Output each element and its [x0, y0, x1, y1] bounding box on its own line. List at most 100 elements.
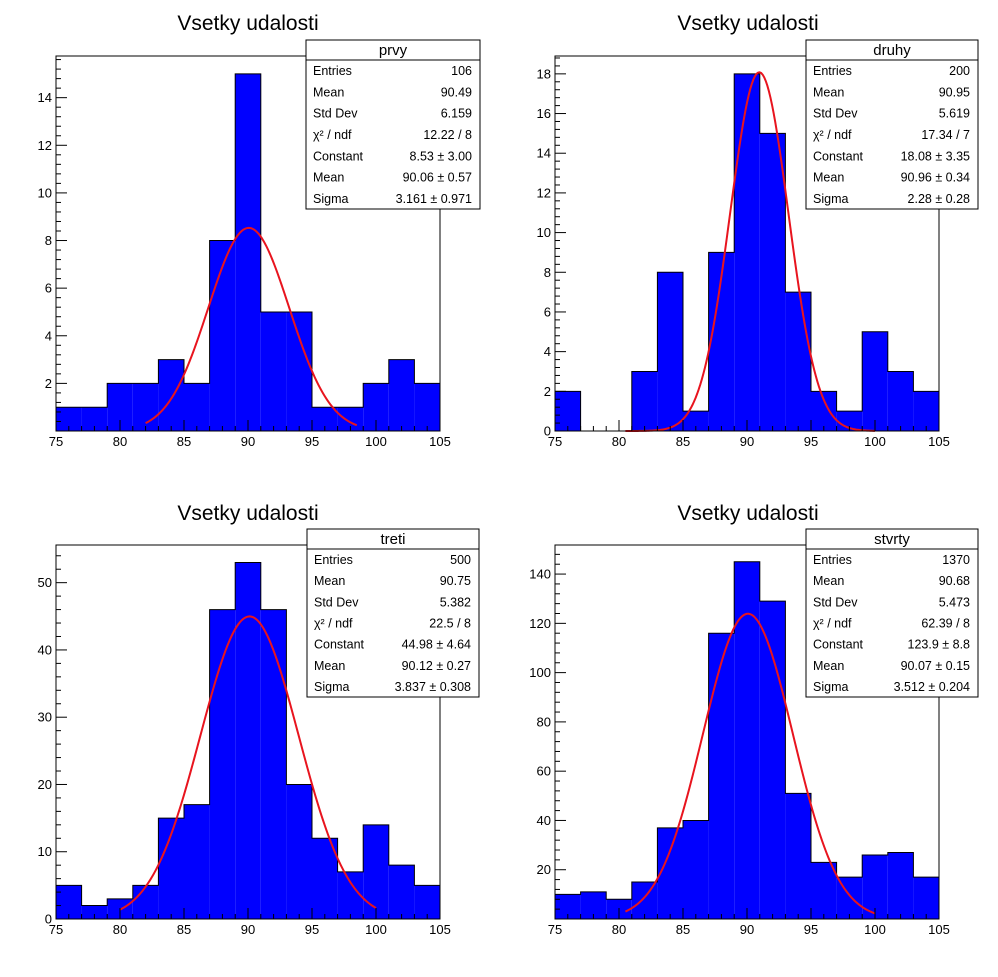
- histogram-bar: [286, 784, 312, 919]
- x-tick-label: 90: [740, 922, 754, 937]
- histogram-bar: [862, 331, 888, 431]
- stats-label: Std Dev: [313, 107, 358, 121]
- histogram-bar: [81, 905, 108, 919]
- stats-label: Sigma: [314, 680, 349, 694]
- histogram-bar: [759, 133, 786, 431]
- x-tick-label: 100: [365, 434, 387, 449]
- stats-label: Mean: [813, 85, 844, 99]
- histogram-bar: [555, 391, 581, 431]
- stats-box: treti Entries 500 Mean 90.75 Std Dev 5.382 χ² /…: [306, 528, 480, 698]
- histogram-bar: [388, 865, 415, 919]
- histogram-bar: [184, 383, 210, 431]
- stats-value: 5.619: [939, 107, 970, 121]
- x-axis: 75 80 85 90 95 100 105: [548, 908, 950, 937]
- x-tick-label: 75: [548, 922, 562, 937]
- chart-title: Vsetky udalosti: [677, 12, 818, 35]
- histogram-bar: [388, 359, 415, 431]
- x-tick-label: 105: [429, 922, 451, 937]
- y-tick-label: 10: [537, 225, 551, 240]
- y-tick-label: 12: [537, 185, 551, 200]
- stats-value: 90.68: [939, 574, 970, 588]
- gaussian-fit-curve: [624, 612, 876, 915]
- y-tick-label: 4: [45, 328, 52, 343]
- stats-label: Mean: [314, 659, 345, 673]
- histogram-panel: 75 80 85 90 95 100 105 20 40 60 80 100 120 140 Vsetky …: [529, 502, 979, 937]
- x-tick-label: 95: [305, 434, 319, 449]
- stats-label: Mean: [813, 171, 844, 185]
- y-tick-label: 0: [45, 912, 52, 927]
- stats-value: 90.12 ± 0.27: [402, 659, 471, 673]
- stats-value: 3.837 ± 0.308: [395, 680, 471, 694]
- x-tick-label: 85: [676, 922, 690, 937]
- histogram-bar: [209, 609, 236, 919]
- y-tick-label: 50: [38, 575, 52, 590]
- stats-label: Constant: [813, 149, 864, 163]
- stats-label: Std Dev: [813, 107, 858, 121]
- x-tick-label: 85: [177, 434, 191, 449]
- stats-value: 22.5 / 8: [429, 617, 471, 631]
- y-tick-label: 140: [529, 567, 551, 582]
- x-tick-label: 100: [365, 922, 387, 937]
- stats-value: 106: [451, 64, 472, 78]
- stats-label: χ² / ndf: [813, 617, 852, 631]
- histogram-bar: [657, 272, 683, 431]
- stats-value: 8.53 ± 3.00: [410, 149, 473, 163]
- histogram-bar: [158, 359, 184, 431]
- stats-label: Entries: [813, 64, 852, 78]
- stats-value: 200: [949, 64, 970, 78]
- x-tick-label: 75: [49, 434, 63, 449]
- stats-label: Sigma: [313, 192, 348, 206]
- stats-value: 90.06 ± 0.57: [403, 171, 472, 185]
- histogram-bar: [887, 371, 914, 431]
- y-tick-label: 100: [529, 665, 551, 680]
- x-tick-label: 95: [804, 922, 818, 937]
- y-tick-label: 80: [537, 714, 551, 729]
- stats-label: Entries: [313, 64, 352, 78]
- stats-value: 90.07 ± 0.15: [901, 659, 970, 673]
- x-tick-label: 90: [241, 434, 255, 449]
- stats-box: prvy Entries 106 Mean 90.49 Std Dev 6.159 χ² / …: [305, 39, 481, 210]
- x-tick-label: 90: [241, 922, 255, 937]
- y-tick-label: 20: [38, 777, 52, 792]
- histogram-bar: [363, 824, 389, 919]
- histogram-bar: [235, 73, 261, 431]
- stats-label: Mean: [813, 574, 844, 588]
- y-tick-label: 60: [537, 764, 551, 779]
- y-axis: 0 2 4 6 8 10 12 14 16 18: [537, 57, 566, 439]
- stats-label: Sigma: [813, 192, 848, 206]
- x-tick-label: 95: [804, 434, 818, 449]
- y-tick-label: 2: [544, 384, 551, 399]
- stats-box-name: stvrty: [874, 531, 910, 548]
- stats-box: druhy Entries 200 Mean 90.95 Std Dev 5.619 χ² /…: [805, 39, 979, 210]
- x-tick-label: 80: [612, 922, 626, 937]
- x-tick-label: 80: [612, 434, 626, 449]
- y-tick-label: 12: [38, 138, 52, 153]
- y-axis: 2 4 6 8 10 12 14: [38, 59, 67, 432]
- x-tick-label: 105: [429, 434, 451, 449]
- gaussian-fit-curve: [625, 71, 876, 432]
- y-tick-label: 18: [537, 66, 551, 81]
- stats-box-frame: [306, 528, 480, 698]
- histogram-bar: [56, 407, 82, 431]
- histogram-panel: 75 80 85 90 95 100 105 0 10 20 30 40 50 Vsetky udalos…: [38, 502, 480, 937]
- histogram-bar: [785, 793, 811, 919]
- y-tick-label: 120: [529, 616, 551, 631]
- histogram-bar: [414, 885, 440, 919]
- chart-title: Vsetky udalosti: [677, 502, 818, 525]
- stats-value: 90.75: [440, 574, 471, 588]
- stats-label: χ² / ndf: [813, 128, 852, 142]
- x-tick-label: 75: [548, 434, 562, 449]
- histogram-bar: [913, 391, 939, 431]
- histogram-bar: [631, 371, 658, 431]
- y-tick-label: 0: [544, 424, 551, 439]
- y-tick-label: 14: [537, 146, 551, 161]
- y-tick-label: 40: [38, 642, 52, 657]
- histogram-bar: [785, 292, 811, 431]
- histogram-bar: [286, 311, 312, 431]
- x-tick-label: 105: [928, 434, 950, 449]
- y-tick-label: 8: [45, 233, 52, 248]
- stats-label: Mean: [313, 85, 344, 99]
- chart-title: Vsetky udalosti: [177, 502, 318, 525]
- stats-value: 12.22 / 8: [423, 128, 472, 142]
- histogram-bar: [683, 820, 709, 919]
